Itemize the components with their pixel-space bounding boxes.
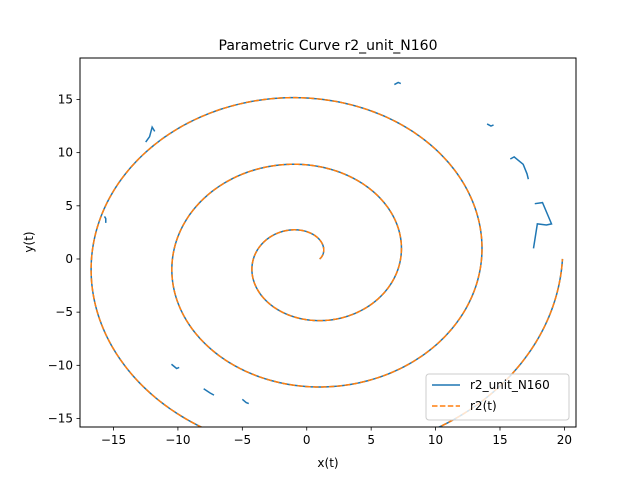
axes-frame: [79, 57, 577, 428]
chart-title: Parametric Curve r2_unit_N160: [219, 38, 438, 54]
series-line-r2-t: [90, 96, 564, 427]
y-tick-label: 10: [58, 146, 73, 160]
series-perturbation-7: [509, 155, 530, 180]
series-perturbation-6: [486, 123, 494, 127]
x-tick-label: 20: [557, 433, 572, 447]
series-perturbation-5: [393, 81, 402, 86]
y-tick-label: −10: [48, 358, 73, 372]
x-axis: −15 −10 −5 0 5 10 15 20: [101, 427, 572, 447]
series-perturbation-3: [203, 388, 215, 396]
series-perturbation-2: [170, 363, 180, 370]
y-tick-label: 5: [65, 199, 73, 213]
legend-box: [425, 373, 570, 421]
series-perturbation-0: [103, 216, 107, 223]
x-tick-label: −10: [165, 433, 190, 447]
x-tick-label: 0: [303, 433, 311, 447]
x-tick-label: −5: [233, 433, 251, 447]
y-tick-label: −5: [55, 305, 73, 319]
y-tick-label: 0: [65, 252, 73, 266]
x-axis-label: x(t): [317, 456, 338, 470]
y-tick-label: 15: [58, 92, 73, 106]
y-tick-label: −15: [48, 411, 73, 425]
series-perturbation-4: [241, 398, 250, 405]
legend: r2_unit_N160 r2(t): [425, 373, 570, 421]
series-perturbation-8: [532, 201, 553, 249]
plot-area: [90, 81, 564, 427]
x-tick-label: 10: [428, 433, 443, 447]
legend-label-r2-t: r2(t): [470, 399, 497, 413]
x-tick-label: 5: [367, 433, 375, 447]
y-axis: −15 −10 −5 0 5 10 15: [48, 92, 80, 425]
series-perturbation-1: [145, 125, 156, 143]
x-tick-label: 15: [492, 433, 507, 447]
y-axis-label: y(t): [22, 231, 36, 252]
legend-label-r2-unit-n160: r2_unit_N160: [470, 378, 550, 392]
x-tick-label: −15: [101, 433, 126, 447]
